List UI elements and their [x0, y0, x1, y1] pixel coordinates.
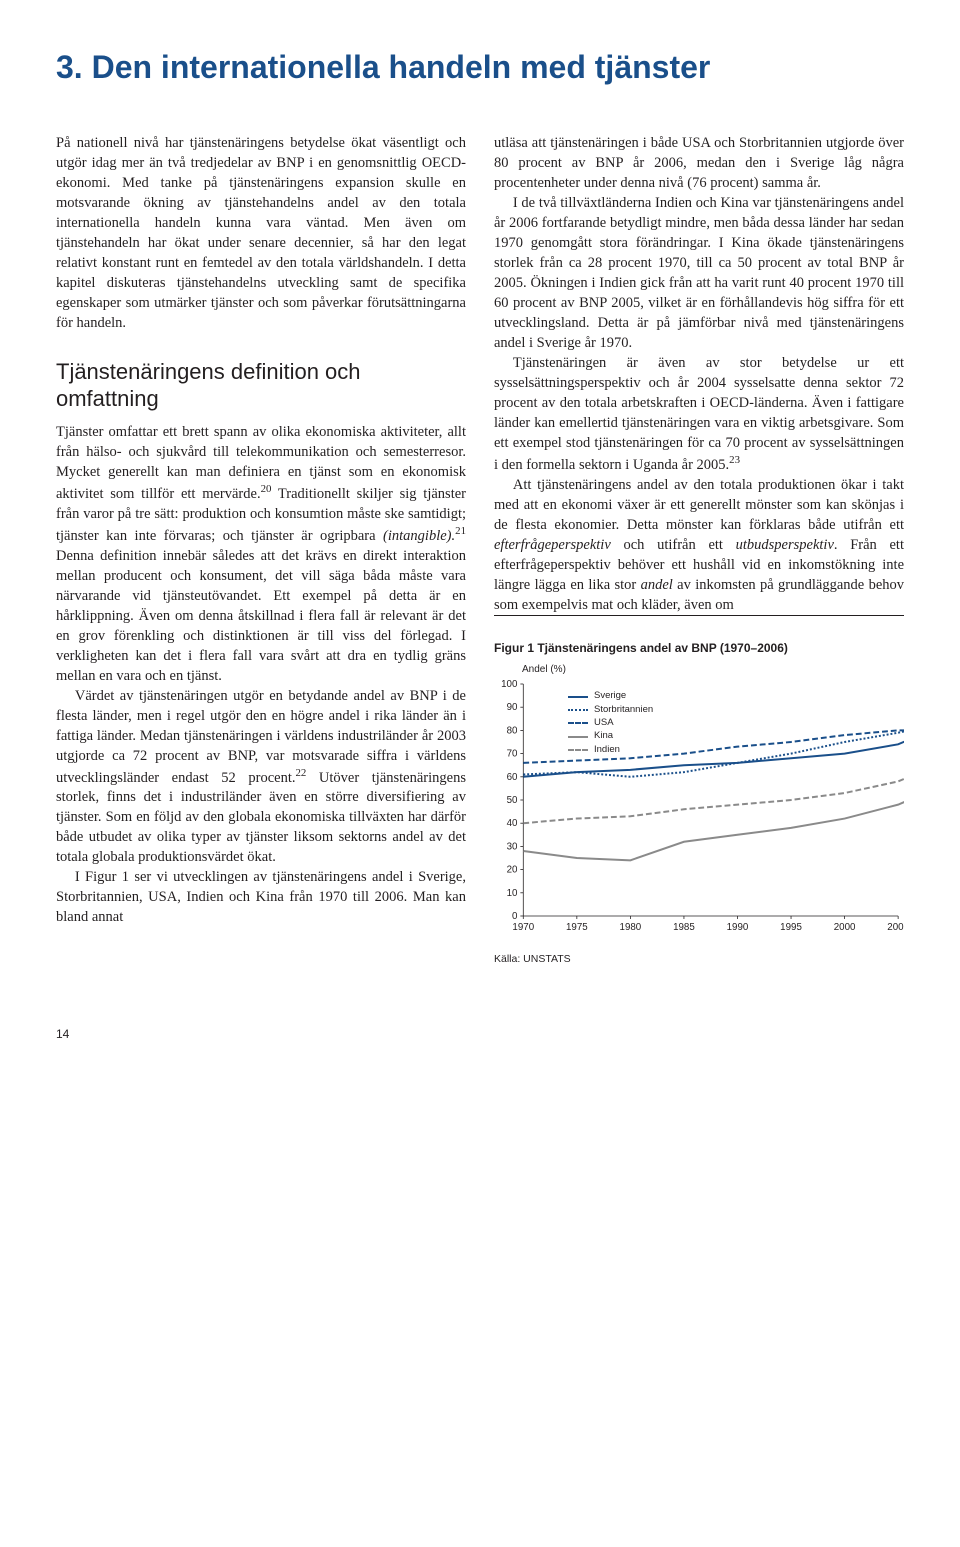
legend-swatch — [568, 696, 588, 698]
svg-text:2005: 2005 — [887, 922, 904, 933]
svg-text:2000: 2000 — [834, 922, 856, 933]
svg-text:1980: 1980 — [620, 922, 642, 933]
svg-text:1990: 1990 — [727, 922, 749, 933]
right-para-1: utläsa att tjänstenäringen i både USA oc… — [494, 133, 904, 193]
svg-text:1975: 1975 — [566, 922, 588, 933]
svg-text:60: 60 — [507, 772, 518, 783]
legend-swatch — [568, 722, 588, 724]
svg-text:90: 90 — [507, 702, 518, 713]
right-p4a: Att tjänstenäringens andel av den totala… — [494, 477, 904, 533]
footnote-21: 21 — [455, 525, 466, 537]
svg-text:80: 80 — [507, 726, 518, 737]
right-para-3: Tjänstenäringen är även av stor betydels… — [494, 353, 904, 475]
right-column: utläsa att tjänstenäringen i både USA oc… — [494, 133, 904, 967]
svg-text:50: 50 — [507, 795, 518, 806]
chart-legend: Sverige StorbritannienUSAKina Indien — [568, 690, 653, 757]
svg-text:70: 70 — [507, 749, 518, 760]
svg-text:10: 10 — [507, 888, 518, 899]
svg-text:1985: 1985 — [673, 922, 695, 933]
left-p2c: Denna definition innebär således att det… — [56, 548, 466, 684]
legend-row: USA — [568, 717, 653, 729]
y-axis-title: Andel (%) — [522, 663, 904, 677]
svg-text:40: 40 — [507, 818, 518, 829]
svg-text:100: 100 — [501, 679, 518, 690]
figure-rule-top — [494, 615, 904, 616]
left-para-4: I Figur 1 ser vi utvecklingen av tjänste… — [56, 867, 466, 927]
chart-container: Andel (%) 0 10 20 30 40 50 60 70 80 90 100 1970 1975… — [494, 663, 904, 939]
legend-swatch — [568, 749, 588, 751]
figure-source: Källa: UNSTATS — [494, 952, 904, 966]
legend-label: Indien — [594, 744, 620, 756]
em-efterfrage: efterfrågeperspektiv — [494, 537, 611, 553]
em-utbuds: utbudsperspektiv — [736, 537, 834, 553]
legend-label: Sverige — [594, 690, 626, 702]
footnote-22: 22 — [295, 767, 306, 779]
legend-label: Kina — [594, 730, 613, 742]
footnote-20: 20 — [261, 483, 272, 495]
left-para-2: Tjänster omfattar ett brett spann av oli… — [56, 422, 466, 686]
svg-text:0: 0 — [512, 911, 518, 922]
svg-text:1995: 1995 — [780, 922, 802, 933]
right-p3a: Tjänstenäringen är även av stor betydels… — [494, 355, 904, 473]
svg-text:1970: 1970 — [512, 922, 534, 933]
legend-label: USA — [594, 717, 614, 729]
figure-title: Figur 1 Tjänstenäringens andel av BNP (1… — [494, 640, 904, 657]
subheading-definition: Tjänstenäringens definition och omfattni… — [56, 359, 466, 412]
line-chart-svg: 0 10 20 30 40 50 60 70 80 90 100 1970 1975 1980 1985 19… — [494, 678, 904, 938]
page-title: 3. Den internationella handeln med tjäns… — [56, 50, 904, 85]
chart-area: 0 10 20 30 40 50 60 70 80 90 100 1970 1975 1980 1985 19… — [494, 678, 904, 938]
svg-text:30: 30 — [507, 842, 518, 853]
legend-row: Kina — [568, 730, 653, 742]
left-column: På nationell nivå har tjänstenäringens b… — [56, 133, 466, 967]
right-para-2: I de två tillväxtländerna Indien och Kin… — [494, 193, 904, 353]
left-para-1: På nationell nivå har tjänstenäringens b… — [56, 133, 466, 333]
legend-row: Sverige — [568, 690, 653, 702]
legend-swatch — [568, 736, 588, 738]
page-number: 14 — [56, 1027, 904, 1041]
em-andel: andel — [641, 577, 673, 593]
left-para-3: Värdet av tjänstenäringen utgör en betyd… — [56, 686, 466, 868]
footnote-23: 23 — [729, 454, 740, 466]
legend-row: Storbritannien — [568, 704, 653, 716]
svg-text:20: 20 — [507, 865, 518, 876]
legend-label: Storbritannien — [594, 704, 653, 716]
intangible-em: (intangible). — [383, 528, 455, 544]
right-para-4: Att tjänstenäringens andel av den totala… — [494, 475, 904, 615]
legend-swatch — [568, 709, 588, 711]
right-p4b: och utifrån ett — [611, 537, 736, 553]
legend-row: Indien — [568, 744, 653, 756]
two-column-layout: På nationell nivå har tjänstenäringens b… — [56, 133, 904, 967]
